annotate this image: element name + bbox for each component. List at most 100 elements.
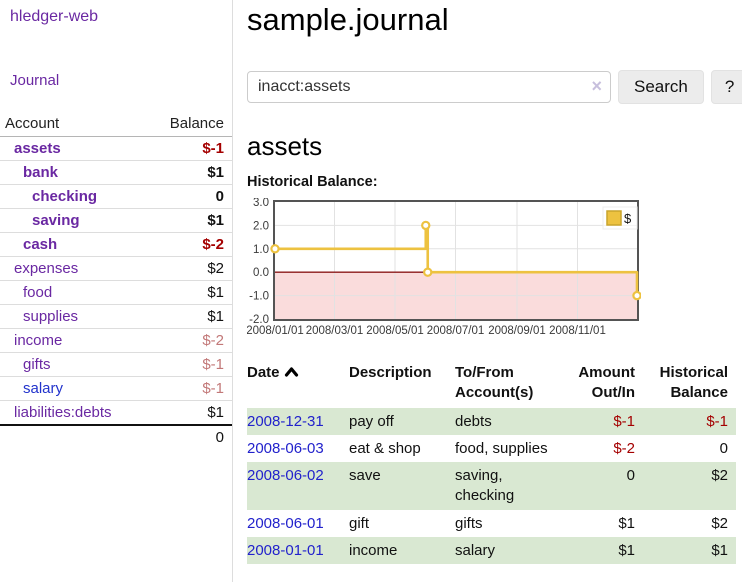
account-balance: $-2 <box>144 328 232 353</box>
register-description-cell: income <box>349 541 398 559</box>
transaction-date-link[interactable]: 2008-01-01 <box>247 541 324 559</box>
account-name-cell: food <box>0 280 145 305</box>
y-tick-label: -1.0 <box>249 291 269 303</box>
main-content: sample.journal × Search ? assets Histori… <box>233 0 742 582</box>
register-header-amount: Amount Out/In <box>578 364 635 402</box>
account-link[interactable]: gifts <box>23 356 51 373</box>
register-accounts-cell: food, supplies <box>455 439 548 457</box>
register-table-body: 2008-12-31 pay off debts $-1 $-1 2008-06-03 ea… <box>247 407 736 565</box>
account-row: food $1 <box>0 280 232 305</box>
sidebar-nav: Journal <box>0 72 232 89</box>
legend-swatch <box>606 210 622 226</box>
register-date-cell: 2008-06-02 <box>247 462 349 510</box>
data-point <box>632 290 642 301</box>
register-amount-cell: $1 <box>618 541 635 559</box>
account-row: bank $1 <box>0 160 232 185</box>
account-balance: $1 <box>144 400 232 426</box>
accounts-total-spacer <box>0 424 145 449</box>
account-balance: $1 <box>144 208 232 233</box>
account-name-cell: bank <box>0 160 145 185</box>
account-name-cell: supplies <box>0 304 145 329</box>
register-header-balance: Historical Balance <box>659 364 728 402</box>
account-link[interactable]: assets <box>14 140 61 157</box>
sidebar: hledger-web Journal Account Balance asse… <box>0 0 233 582</box>
x-tick-label: 2008/11/01 <box>549 325 606 337</box>
account-balance: $-1 <box>144 376 232 401</box>
help-button[interactable]: ? <box>710 70 742 105</box>
account-link[interactable]: food <box>23 284 53 301</box>
app-title: hledger-web <box>0 8 232 26</box>
x-tick-label: 2008/03/01 <box>306 325 364 337</box>
account-name-cell: gifts <box>0 352 145 377</box>
account-link[interactable]: supplies <box>23 308 79 325</box>
search-bar: × Search ? <box>247 70 742 105</box>
account-page-title: assets <box>247 131 323 162</box>
sidebar-item-journal[interactable]: Journal <box>10 72 60 89</box>
account-name-cell: checking <box>0 184 145 209</box>
transaction-date-link[interactable]: 2008-06-03 <box>247 439 324 457</box>
account-name-cell: assets <box>0 136 145 161</box>
account-name-cell: cash <box>0 232 145 257</box>
x-tick-label: 2008/07/01 <box>427 325 485 337</box>
y-tick-label: 2.0 <box>253 220 269 232</box>
register-balance-cell: $-1 <box>706 412 728 430</box>
account-link[interactable]: checking <box>32 188 98 205</box>
account-name-cell: expenses <box>0 256 145 281</box>
transaction-date-link[interactable]: 2008-06-01 <box>247 514 324 532</box>
register-header-date[interactable]: Date <box>247 361 349 408</box>
register-description-cell: save <box>349 467 381 485</box>
account-balance: $-2 <box>144 232 232 257</box>
account-balance: $1 <box>144 304 232 329</box>
account-link[interactable]: income <box>14 332 63 349</box>
account-link[interactable]: saving <box>32 212 80 229</box>
account-link[interactable]: cash <box>23 236 58 253</box>
account-row: assets $-1 <box>0 136 232 161</box>
x-tick-label: 2008/05/01 <box>366 325 424 337</box>
register-table: Date Description To/From Account(s) Amou… <box>247 361 736 565</box>
transaction-date-link[interactable]: 2008-06-02 <box>247 467 324 485</box>
x-tick-label: 2008/09/01 <box>488 325 546 337</box>
account-row: salary $-1 <box>0 376 232 401</box>
data-point <box>421 220 431 231</box>
accounts-header-account: Account <box>0 113 145 137</box>
register-date-cell: 2008-06-01 <box>247 510 349 537</box>
data-point <box>270 244 280 254</box>
account-row: expenses $2 <box>0 256 232 281</box>
account-link[interactable]: salary <box>23 380 64 397</box>
register-header-row: Date Description To/From Account(s) Amou… <box>247 361 736 408</box>
search-button[interactable]: Search <box>618 70 704 105</box>
chart-title: Historical Balance: <box>247 174 378 191</box>
x-tick-label: 2008/01/01 <box>247 325 304 337</box>
register-date-cell: 2008-01-01 <box>247 537 349 564</box>
register-date-cell: 2008-06-03 <box>247 435 349 462</box>
account-link[interactable]: expenses <box>14 260 79 277</box>
accounts-header-balance: Balance <box>144 113 232 137</box>
account-balance: $1 <box>144 280 232 305</box>
register-description-cell: gift <box>349 514 370 532</box>
y-tick-label: 3.0 <box>253 198 269 209</box>
account-link[interactable]: bank <box>23 164 59 181</box>
search-input[interactable] <box>247 71 611 104</box>
account-balance: $-1 <box>144 136 232 161</box>
historical-balance-chart: $3.0 2.0 1.0 0.0 -1.0 -2.0 2008/01/01 2008/03/0… <box>246 197 642 338</box>
y-tick-label: 1.0 <box>253 244 269 256</box>
app-title-link[interactable]: hledger-web <box>10 8 99 25</box>
account-link[interactable]: liabilities:debts <box>14 404 112 421</box>
register-description-cell: pay off <box>349 412 394 430</box>
register-amount-cell: 0 <box>626 467 635 485</box>
register-accounts-cell: gifts <box>455 514 483 532</box>
register-amount-cell: $1 <box>618 514 635 532</box>
register-description-cell: eat & shop <box>349 439 421 457</box>
account-row: saving $1 <box>0 208 232 233</box>
account-row: checking 0 <box>0 184 232 209</box>
accounts-total-row: 0 <box>0 424 232 449</box>
register-balance-cell: $1 <box>711 541 728 559</box>
transaction-date-link[interactable]: 2008-12-31 <box>247 412 324 430</box>
account-name-cell: income <box>0 328 145 353</box>
register-row: 2008-06-02 save saving, checking 0 $2 <box>247 462 736 510</box>
clear-search-icon[interactable]: × <box>591 76 602 97</box>
register-date-cell: 2008-12-31 <box>247 408 349 435</box>
account-name-cell: saving <box>0 208 145 233</box>
